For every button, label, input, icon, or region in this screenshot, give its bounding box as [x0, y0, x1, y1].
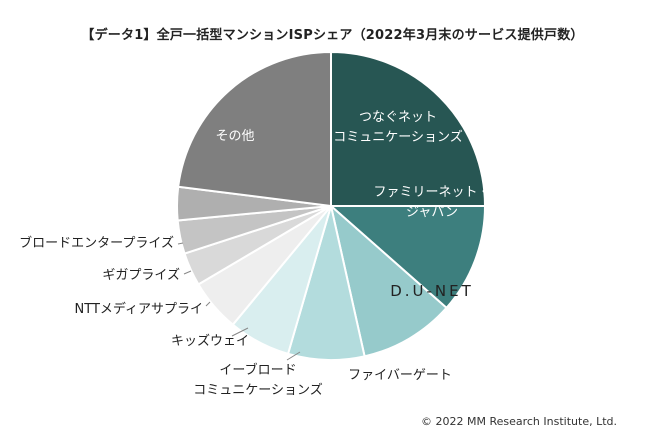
- slice-label: イーブロードコミュニケーションズ: [193, 362, 322, 398]
- pie-slice: [330, 50, 487, 207]
- leader-line: [231, 327, 249, 337]
- slice-label: NTTメディアサプライ: [75, 301, 203, 317]
- slice-label: その他: [215, 129, 254, 144]
- leader-line: [183, 270, 192, 275]
- leader-line: [286, 351, 301, 361]
- slice-label: ギガプライズ: [102, 267, 180, 283]
- pie-slice: [329, 203, 448, 358]
- pie-slice: [177, 50, 332, 208]
- slice-label: ファミリーネット・ジャパン: [373, 185, 490, 220]
- leader-line: [177, 242, 184, 245]
- leader-line: [205, 301, 211, 307]
- slice-label: D.U-NET: [390, 282, 474, 300]
- slice-label: つなぐネットコミュニケーションズ: [333, 110, 462, 145]
- slice-label: ブロードエンタープライズ: [19, 235, 174, 251]
- chart-title: 【データ1】全戸一括型マンションISPシェア（2022年3月末のサービス提供戸数…: [81, 28, 584, 43]
- pie-slice: [328, 205, 487, 310]
- slice-label: キッズウェイ: [171, 333, 249, 349]
- copyright-credit: © 2022 MM Research Institute, Ltd.: [420, 415, 617, 428]
- slice-label: ファイバーゲート: [348, 368, 452, 383]
